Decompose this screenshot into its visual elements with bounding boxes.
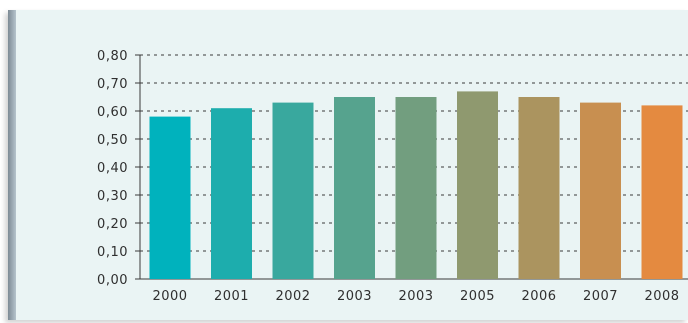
bar [395, 97, 437, 279]
bar [518, 97, 560, 279]
panel-left-edge [8, 10, 16, 320]
x-category-label: 2005 [460, 289, 495, 304]
bar [272, 102, 314, 279]
bars [149, 91, 683, 280]
y-tick-label: 0,60 [97, 105, 128, 120]
y-tick-label: 0,70 [97, 77, 128, 92]
y-tick-label: 0,80 [97, 49, 128, 64]
x-category-label: 2002 [275, 289, 310, 304]
y-tick-label: 0,40 [97, 161, 128, 176]
bar [457, 91, 498, 280]
y-tick-label: 0,30 [97, 189, 128, 204]
y-tick-label: 0,00 [97, 273, 128, 288]
bar [149, 116, 191, 279]
bar [334, 97, 375, 279]
y-tick-label: 0,20 [97, 217, 128, 232]
bar [211, 108, 252, 279]
x-category-label: 2000 [152, 289, 187, 304]
bar [580, 102, 621, 279]
x-category-label: 2003 [337, 289, 372, 304]
y-tick-label: 0,50 [97, 133, 128, 148]
x-axis-category-labels: 2000 2001 2002 2003 2003 2005 2006 2007 2008 [152, 289, 679, 304]
x-category-label: 2006 [521, 289, 556, 304]
x-category-label: 2001 [214, 289, 249, 304]
x-category-label: 2008 [644, 289, 679, 304]
bar [641, 105, 683, 280]
x-category-label: 2003 [398, 289, 433, 304]
x-category-label: 2007 [583, 289, 618, 304]
y-axis-tick-labels: 0,00 0,10 0,20 0,30 0,40 0,50 0,60 0,70 0,80 [97, 49, 128, 288]
y-tick-label: 0,10 [97, 245, 128, 260]
